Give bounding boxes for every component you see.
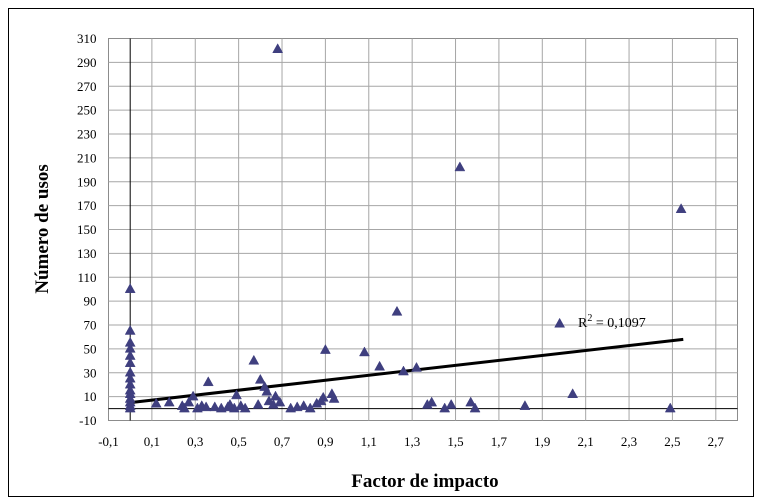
x-tick-label: 2,5 xyxy=(664,434,680,449)
y-tick-label: 230 xyxy=(77,127,97,142)
data-point xyxy=(261,385,273,396)
data-point xyxy=(274,396,286,407)
data-point xyxy=(519,400,531,410)
data-point xyxy=(239,402,251,413)
trendline xyxy=(130,337,684,405)
x-tick-label: 0,1 xyxy=(144,434,160,449)
data-point xyxy=(270,390,281,401)
y-tick-label: -10 xyxy=(79,413,96,428)
x-tick-label: 0,7 xyxy=(274,434,291,449)
y-tick-label: 150 xyxy=(77,222,97,237)
data-point xyxy=(664,402,676,413)
y-tick-label: 190 xyxy=(77,174,97,189)
data-point xyxy=(359,346,370,357)
data-point xyxy=(202,376,214,387)
data-point xyxy=(178,402,190,413)
y-tick-label: 10 xyxy=(84,389,97,404)
data-point xyxy=(391,305,403,316)
y-tick-label: 50 xyxy=(84,341,97,356)
gridlines xyxy=(108,38,738,421)
data-point xyxy=(231,389,242,400)
data-point xyxy=(554,317,566,328)
y-tick-label: 250 xyxy=(77,103,97,118)
y-tick-label: 210 xyxy=(77,150,97,165)
data-point xyxy=(328,392,340,403)
data-point xyxy=(248,354,260,365)
data-point xyxy=(163,396,175,407)
data-point xyxy=(183,396,195,407)
data-point xyxy=(411,361,422,372)
x-tick-label: 1,9 xyxy=(534,434,550,449)
data-point xyxy=(675,203,687,213)
data-point xyxy=(200,401,212,412)
x-tick-label: 1,1 xyxy=(361,434,377,449)
data-point xyxy=(454,161,466,172)
data-point xyxy=(398,365,409,376)
data-point xyxy=(317,391,329,402)
data-point xyxy=(124,402,136,413)
y-tick-label: 110 xyxy=(77,270,96,285)
data-point xyxy=(124,283,136,293)
data-point xyxy=(469,402,481,413)
y-tick-label: 90 xyxy=(84,294,97,309)
y-tick-label: 130 xyxy=(77,246,97,261)
x-tick-label: 2,3 xyxy=(621,434,637,449)
y-axis-title: Número de usos xyxy=(32,164,53,294)
y-tick-label: 70 xyxy=(84,318,97,333)
x-tick-label: 1,7 xyxy=(491,434,508,449)
data-point xyxy=(254,373,266,384)
data-point xyxy=(252,398,264,409)
data-point xyxy=(150,397,162,408)
y-tick-label: 310 xyxy=(77,31,97,46)
y-tick-labels: 310 290 270 250 230 210 190 170 150 130 110 90 70 50 3… xyxy=(77,31,97,428)
x-tick-label: 1,5 xyxy=(447,434,463,449)
data-point xyxy=(374,360,386,371)
trendline-group xyxy=(130,337,684,405)
x-tick-label: 0,3 xyxy=(187,434,203,449)
data-point xyxy=(124,324,136,335)
data-point xyxy=(426,396,438,407)
y-tick-label: 270 xyxy=(77,79,97,94)
y-tick-label: 30 xyxy=(84,365,97,380)
x-tick-label: 0,9 xyxy=(317,434,333,449)
data-point xyxy=(209,401,221,412)
data-point xyxy=(465,396,477,407)
x-tick-label: 1,3 xyxy=(404,434,420,449)
data-point xyxy=(272,43,284,53)
data-point xyxy=(304,402,316,413)
y-tick-label: 170 xyxy=(77,198,97,213)
x-tick-label: 2,7 xyxy=(708,434,725,449)
x-tick-label: -0,1 xyxy=(98,434,119,449)
x-axis-title: Factor de impacto xyxy=(351,471,498,492)
data-point xyxy=(445,398,457,409)
r-squared-annotation: R2 = 0,1097 xyxy=(578,313,646,331)
data-point xyxy=(124,357,136,367)
data-point xyxy=(298,400,310,410)
data-point xyxy=(319,344,331,354)
y-tick-label: 290 xyxy=(77,55,97,70)
x-tick-label: 0,5 xyxy=(231,434,247,449)
data-point xyxy=(567,388,579,398)
data-points xyxy=(124,43,687,413)
data-point xyxy=(187,390,199,401)
x-tick-labels: -0,1 0,1 0,3 0,5 0,7 0,9 1,1 1,3 1,5 1,7 1,9 2,1 2,3… xyxy=(98,434,724,449)
x-tick-label: 2,1 xyxy=(578,434,594,449)
